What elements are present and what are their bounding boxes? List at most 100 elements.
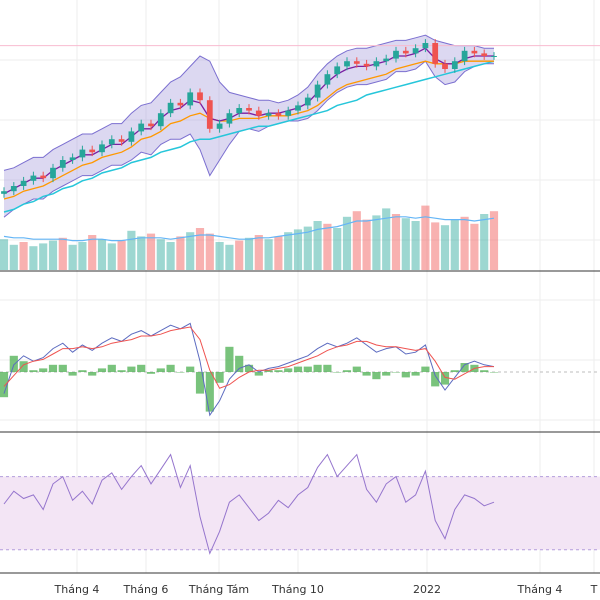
macd-histogram-bar — [186, 366, 195, 372]
candle-body — [30, 175, 37, 181]
volume-bar — [323, 223, 332, 270]
macd-histogram-bar — [166, 364, 175, 372]
macd-histogram-bar — [235, 355, 244, 372]
macd-histogram-bar — [284, 368, 293, 372]
candle-body — [79, 149, 86, 158]
macd-histogram-bar — [97, 368, 107, 372]
volume-bar — [97, 239, 107, 270]
x-tick-label: Tháng 6 — [123, 583, 169, 596]
macd-histogram-bar — [39, 368, 48, 372]
volume-bar — [107, 243, 116, 270]
macd-histogram-bar — [401, 372, 410, 378]
macd-histogram-bar — [333, 372, 342, 373]
candle-body — [148, 123, 154, 127]
volume-bar — [303, 226, 312, 270]
macd-histogram-bar — [254, 372, 263, 376]
candle-body — [1, 191, 7, 194]
macd-histogram-bar — [195, 372, 205, 394]
volume-bar — [68, 244, 77, 270]
macd-histogram-bar — [489, 372, 499, 373]
candle-body — [118, 139, 125, 142]
macd-histogram-bar — [0, 372, 9, 398]
candle-body — [177, 102, 184, 106]
volume-bar — [450, 219, 459, 270]
macd-pane — [0, 322, 600, 417]
candle-body — [344, 61, 350, 67]
candle-body — [451, 61, 458, 69]
x-tick-label: T — [590, 583, 598, 596]
candlesticks — [1, 39, 497, 198]
volume-bar — [88, 235, 97, 270]
macd-histogram-bar — [156, 368, 165, 372]
macd-histogram-bar — [362, 372, 371, 376]
volume-bar — [244, 237, 254, 270]
candle-body — [50, 167, 56, 179]
volume-bar — [176, 236, 185, 270]
volume-bar — [480, 214, 489, 270]
macd-histogram-bar — [431, 372, 440, 387]
volume-bar — [333, 228, 342, 270]
volume-bar — [391, 214, 401, 270]
macd-histogram-bar — [293, 366, 303, 372]
volume-bar — [205, 233, 214, 270]
volume-bar — [156, 239, 165, 270]
grid-lines — [0, 0, 600, 573]
candle-body — [481, 53, 488, 56]
macd-histogram-bar — [48, 364, 58, 372]
candle-body — [206, 100, 213, 129]
candle-body — [285, 110, 292, 116]
candle-body — [265, 113, 272, 116]
macd-histogram-bar — [303, 366, 312, 372]
candle-body — [246, 108, 252, 111]
volume-bar — [9, 244, 18, 270]
candle-body — [99, 144, 105, 153]
candle-body — [295, 105, 301, 111]
candle-body — [187, 92, 194, 106]
volume-bar — [146, 233, 156, 270]
macd-histogram-bar — [323, 364, 332, 372]
ema-long-line — [3, 60, 495, 213]
volume-bar — [313, 221, 322, 270]
volume-bar — [284, 232, 293, 270]
volume-ma-line — [3, 216, 495, 242]
candle-body — [314, 84, 321, 98]
bollinger-band-fill — [4, 35, 494, 218]
volume-bar — [29, 246, 38, 270]
candle-body — [304, 97, 311, 106]
macd-histogram-bar — [19, 361, 28, 372]
candle-body — [402, 50, 409, 54]
macd-histogram-bar — [88, 372, 97, 376]
macd-line — [3, 322, 495, 417]
volume-bar — [58, 237, 67, 270]
volume-bar — [274, 236, 283, 270]
ema-medium-line — [3, 60, 494, 200]
macd-histogram-bar — [9, 355, 18, 372]
volume-pane — [0, 205, 499, 270]
macd-histogram-bar — [391, 372, 401, 373]
candle-body — [461, 50, 468, 62]
candle-body — [197, 92, 203, 101]
volume-bar — [48, 240, 58, 270]
candle-body — [363, 63, 370, 67]
volume-bar — [39, 243, 48, 270]
volume-bar — [470, 223, 479, 270]
signal-line — [3, 326, 494, 389]
macd-histogram-bar — [440, 372, 450, 385]
volume-bar — [186, 232, 195, 270]
candle-body — [108, 139, 115, 145]
candle-body — [10, 186, 17, 192]
volume-bar — [264, 239, 273, 270]
x-tick-label: Tháng 4 — [517, 583, 563, 596]
candle-body — [491, 56, 497, 57]
macd-histogram-bar — [205, 372, 214, 412]
volume-bar — [235, 240, 244, 270]
macd-histogram-bar — [117, 370, 126, 372]
macd-histogram-bar — [352, 366, 361, 372]
volume-bar — [293, 229, 303, 270]
candle-body — [20, 180, 27, 186]
candle-body — [471, 50, 478, 54]
macd-histogram-bar — [480, 370, 489, 372]
volume-bar — [460, 216, 469, 270]
volume-bar — [137, 236, 146, 270]
